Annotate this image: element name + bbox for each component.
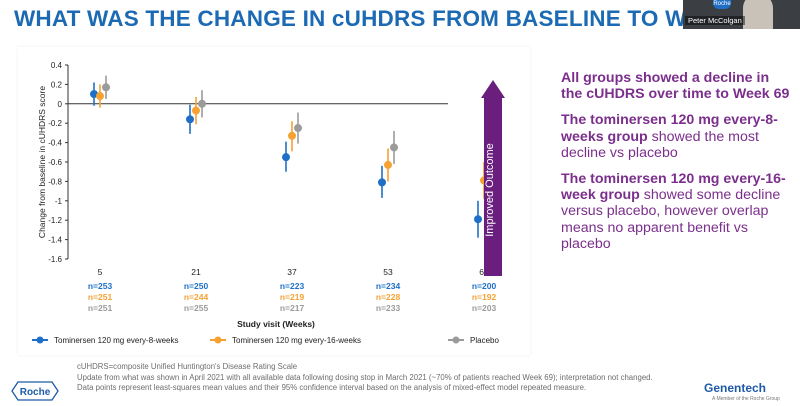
legend-label: Tominersen 120 mg every-16-weeks bbox=[232, 336, 361, 345]
y-tick-label: 0 bbox=[58, 100, 63, 109]
n-count-label: n=244 bbox=[184, 292, 209, 302]
x-tick-label: 21 bbox=[191, 267, 201, 277]
finding-1: All groups showed a decline in the cUHDR… bbox=[561, 70, 791, 102]
n-count-label: n=255 bbox=[184, 303, 209, 313]
data-point bbox=[102, 83, 110, 92]
data-point bbox=[378, 178, 386, 187]
data-point bbox=[90, 90, 98, 99]
n-count-label: n=228 bbox=[376, 292, 401, 302]
data-point bbox=[474, 215, 482, 224]
chart-panel: 0.4 0.2 0 -0.2 -0.4 -0.6 -0.8 -1 -1.2 -1.4 -1.6 Cha… bbox=[18, 47, 530, 355]
y-tick-label: 0.2 bbox=[51, 80, 63, 89]
y-tick-label: -1.6 bbox=[48, 255, 62, 264]
data-point bbox=[198, 99, 206, 108]
data-point bbox=[192, 106, 200, 115]
n-count-label: n=234 bbox=[376, 281, 401, 291]
n-count-label: n=253 bbox=[88, 281, 113, 291]
key-findings: All groups showed a decline in the cUHDR… bbox=[561, 70, 791, 262]
footnote-abbreviation: cUHDRS=composite Unified Huntington's Di… bbox=[77, 362, 298, 371]
finding-2: The tominersen 120 mg every-8-weeks grou… bbox=[561, 112, 791, 161]
footnote-update: Update from what was shown in April 2021… bbox=[77, 372, 653, 382]
legend-marker bbox=[452, 336, 460, 344]
finding-2-bold: The tominersen 120 mg every-8-weeks grou… bbox=[561, 112, 778, 145]
n-count-label: n=192 bbox=[472, 292, 497, 302]
n-count-label: n=200 bbox=[472, 281, 497, 291]
data-point bbox=[96, 92, 104, 101]
participant-name: Peter McColgan bbox=[685, 16, 745, 25]
footnote-method: Data points represent least-squares mean… bbox=[77, 383, 587, 392]
legend-marker bbox=[214, 336, 222, 344]
cuhdrs-chart: 0.4 0.2 0 -0.2 -0.4 -0.6 -0.8 -1 -1.2 -1.4 -1.6 Cha… bbox=[32, 61, 499, 345]
participant-video-image bbox=[743, 0, 773, 29]
y-tick-label: -0.6 bbox=[48, 158, 62, 167]
improved-outcome-label: Improved Outcome bbox=[484, 143, 496, 237]
finding-3-bold: The tominersen 120 mg every-16-week grou… bbox=[561, 171, 786, 204]
n-count-label: n=250 bbox=[184, 281, 209, 291]
improved-outcome-arrow-shape bbox=[481, 80, 505, 276]
legend-marker bbox=[36, 336, 44, 344]
finding-2-text: showed the most decline vs placebo bbox=[561, 128, 759, 161]
data-point bbox=[384, 160, 392, 169]
roche-logo: Roche bbox=[10, 381, 60, 401]
participant-video-tile[interactable]: Roche Peter McColgan bbox=[683, 0, 800, 29]
n-count-label: n=223 bbox=[280, 281, 305, 291]
legend-label: Tominersen 120 mg every-8-weeks bbox=[54, 336, 179, 345]
data-point bbox=[282, 153, 290, 162]
y-tick-label: 0.4 bbox=[51, 61, 63, 70]
y-tick-label: -1.4 bbox=[48, 236, 62, 245]
data-point bbox=[390, 143, 398, 152]
finding-1-bold: All groups showed a decline in the cUHDR… bbox=[561, 70, 790, 103]
x-axis-label: Study visit (Weeks) bbox=[237, 319, 315, 329]
footnotes: cUHDRS=composite Unified Huntington's Di… bbox=[77, 362, 653, 394]
data-point bbox=[186, 115, 194, 124]
n-count-label: n=251 bbox=[88, 303, 113, 313]
roche-badge: Roche bbox=[713, 0, 731, 9]
roche-logo-text: Roche bbox=[20, 387, 51, 398]
y-tick-label: -1 bbox=[55, 197, 63, 206]
improved-outcome-indicator: Improved Outcome bbox=[481, 80, 505, 280]
legend-label: Placebo bbox=[470, 336, 499, 345]
n-count-label: n=219 bbox=[280, 292, 305, 302]
n-count-label: n=203 bbox=[472, 303, 497, 313]
y-tick-label: -1.2 bbox=[48, 216, 62, 225]
finding-3: The tominersen 120 mg every-16-week grou… bbox=[561, 171, 791, 252]
x-tick-label: 5 bbox=[98, 267, 103, 277]
x-tick-label: 53 bbox=[383, 267, 393, 277]
genentech-tagline: A Member of the Roche Group bbox=[712, 396, 780, 402]
y-tick-label: -0.8 bbox=[48, 177, 62, 186]
n-count-label: n=251 bbox=[88, 292, 113, 302]
y-axis-label: Change from baseline in cUHDRS score bbox=[37, 86, 47, 238]
genentech-logo: Genentech bbox=[704, 381, 767, 395]
finding-3-text: showed some decline versus placebo, howe… bbox=[561, 187, 781, 252]
x-tick-label: 37 bbox=[287, 267, 297, 277]
data-point bbox=[288, 131, 296, 140]
y-tick-label: -0.4 bbox=[48, 139, 62, 148]
n-count-label: n=217 bbox=[280, 303, 305, 313]
data-point bbox=[294, 124, 302, 133]
slide-title: WHAT WAS THE CHANGE IN cUHDRS FROM BASEL… bbox=[14, 6, 687, 31]
y-tick-label: -0.2 bbox=[48, 119, 62, 128]
n-count-label: n=233 bbox=[376, 303, 401, 313]
